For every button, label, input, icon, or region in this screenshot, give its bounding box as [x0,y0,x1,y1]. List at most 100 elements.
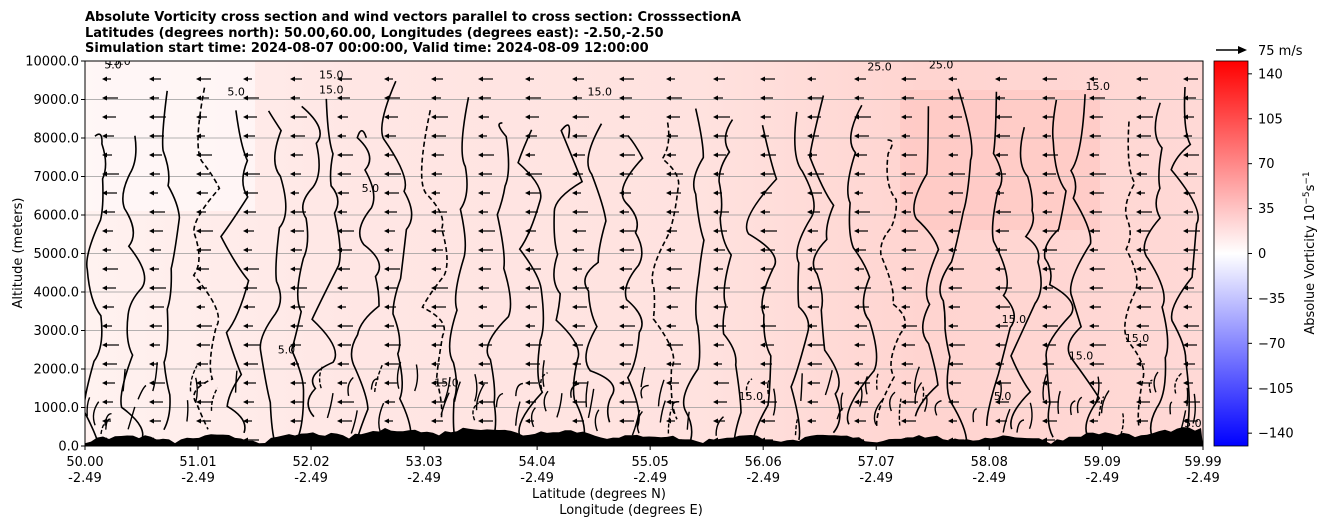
wind-vector-head [149,418,154,424]
colorbar [1213,60,1249,447]
wind-vector-head [666,171,671,177]
contour-line-low [453,381,461,402]
wind-vector-head [854,304,859,310]
wind-vector-head [760,114,765,120]
contour-line-low [474,374,478,402]
wind-vector-head [807,418,812,424]
wind-vector-head [384,133,389,139]
x-tick-label-lon: -2.49 [68,471,102,486]
wind-vector-head [337,190,342,196]
wind-vector-head [760,266,765,272]
wind-vector-head [431,228,436,234]
wind-vector-head [713,418,718,424]
contour-line-low [913,366,920,393]
wind-vector-head [525,152,530,158]
wind-vector-head [619,152,624,158]
wind-vector-head [995,323,1000,329]
x-tick-label-lat: 52.02 [292,455,329,470]
wind-vector-head [901,342,906,348]
wind-vector-head [901,380,906,386]
wind-vector-head [243,190,248,196]
wind-vector-head [619,304,624,310]
contour-line-low [443,377,451,403]
wind-vector-head [901,209,906,215]
chart-title-line-2: Latitudes (degrees north): 50.00,60.00, … [85,26,664,41]
chart-title-line-1: Absolute Vorticity cross section and win… [85,10,741,25]
wind-vector-head [948,342,953,348]
wind-vector-head [807,266,812,272]
wind-vector-head [760,95,765,101]
wind-vector-head [102,361,107,367]
contour-line [846,104,878,425]
contour-label: 15.0 [319,68,344,81]
wind-vector-head [525,418,530,424]
wind-vector-head [290,285,295,291]
wind-vector-head [901,95,906,101]
wind-vector-head [995,266,1000,272]
contour-line-low [347,376,354,397]
wind-vector-head [948,133,953,139]
wind-vector-head [1089,266,1094,272]
wind-vector-head [102,285,107,291]
y-tick-label: 10000.0 [25,55,79,70]
wind-vector-head [1183,209,1188,215]
wind-vector-head [337,285,342,291]
x-tick-label-lon: -2.49 [972,471,1006,486]
wind-vector-head [807,342,812,348]
wind-vector-head [290,228,295,234]
wind-vector-head [807,114,812,120]
wind-vector-head [995,190,1000,196]
contour-line-low [921,385,925,403]
wind-vector-head [290,323,295,329]
wind-vector-head [431,171,436,177]
y-tick-label: 2000.0 [34,363,80,378]
wind-vector-head [1042,133,1047,139]
wind-vector-head [196,95,201,101]
wind-vector-head [1089,304,1094,310]
wind-vector-head [149,114,154,120]
contour-line [682,108,705,440]
wind-vector-head [431,380,436,386]
wind-vector-head [196,76,201,82]
wind-vector-head [854,133,859,139]
wind-vector-head [713,209,718,215]
x-tick-label-lon: -2.49 [633,471,667,486]
contour-line-low [210,387,219,411]
wind-vector-head [760,152,765,158]
wind-vector-head [1089,323,1094,329]
wind-vector-head [290,304,295,310]
x-tick-label-lon: -2.49 [859,471,893,486]
contour-line-low [934,400,942,416]
contour-line-low [152,362,158,392]
x-tick-label-lat: 53.03 [405,455,442,470]
wind-vector-head [948,285,953,291]
contour-line-low [127,406,136,430]
colorbar-tick-label: −35 [1258,292,1285,307]
wind-vector-head [196,228,201,234]
wind-vector-head [243,95,248,101]
wind-vector-head [478,342,483,348]
wind-vector-head [666,114,671,120]
wind-vector-head [619,399,624,405]
wind-vector-head [337,380,342,386]
wind-vector-head [901,190,906,196]
wind-vector-head [807,209,812,215]
wind-vector-head [948,171,953,177]
wind-vector-head [290,152,295,158]
wind-vector-head [1136,285,1141,291]
contour-line-low [1169,401,1173,415]
wind-vector-head [901,133,906,139]
wind-vector-head [290,418,295,424]
contour-line-low [631,409,641,436]
contour-label: 15.0 [434,376,459,389]
wind-vector-head [619,114,624,120]
wind-vector-head [572,266,577,272]
terrain-silhouette [85,427,1203,446]
wind-vector-head [995,76,1000,82]
wind-vector-head [572,133,577,139]
wind-vector-head [478,304,483,310]
contour-line-low [772,388,776,416]
wind-vector-head [1042,76,1047,82]
wind-vector-head [713,380,718,386]
wind-vector-head [431,304,436,310]
